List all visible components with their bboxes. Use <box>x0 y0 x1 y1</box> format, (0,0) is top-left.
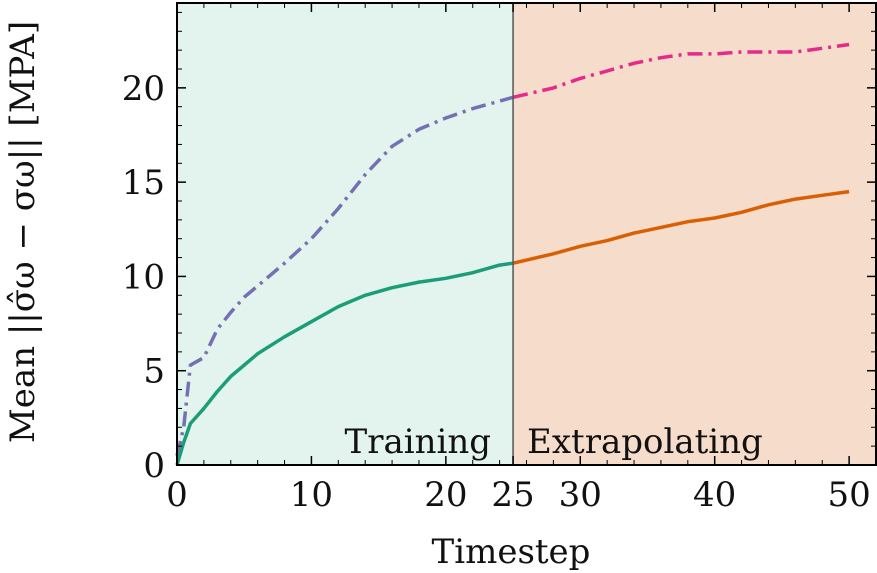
series-2-segment-2-line <box>512 189 850 265</box>
x-tick-label: 10 <box>290 475 333 515</box>
x-axis-title: Timestep <box>432 532 591 572</box>
y-tick-label: 5 <box>143 352 165 392</box>
y-tick-label: 0 <box>143 446 165 486</box>
labels-layer: Timestep Mean ||σ̂ω − σω|| [MPA] Trainin… <box>3 21 763 572</box>
series-2-segment-1-line <box>175 261 514 466</box>
y-tick-label: 10 <box>122 257 165 297</box>
x-tick-label: 50 <box>827 475 870 515</box>
series-1-segment-1-line <box>175 95 514 457</box>
y-axis-title: Mean ||σ̂ω − σω|| [MPA] <box>3 21 43 443</box>
series-1-segment-2-line <box>512 42 850 100</box>
y-tick-label: 15 <box>122 163 165 203</box>
x-tick-label: 0 <box>166 475 188 515</box>
series-layer <box>175 42 850 466</box>
x-tick-label: 20 <box>424 475 467 515</box>
x-tick-label: 25 <box>491 475 534 515</box>
ticks-layer: 0 10 20 25 30 40 50 0 5 10 15 20 <box>122 3 877 515</box>
x-tick-label: 40 <box>693 475 736 515</box>
x-tick-label: 30 <box>559 475 602 515</box>
region-label-training: Training <box>345 422 492 462</box>
region-training-band <box>177 3 514 465</box>
region-extrapolating-band <box>513 3 876 465</box>
y-tick-label: 20 <box>122 69 165 109</box>
region-label-extrapolating: Extrapolating <box>527 422 763 462</box>
regions-layer <box>177 3 876 465</box>
